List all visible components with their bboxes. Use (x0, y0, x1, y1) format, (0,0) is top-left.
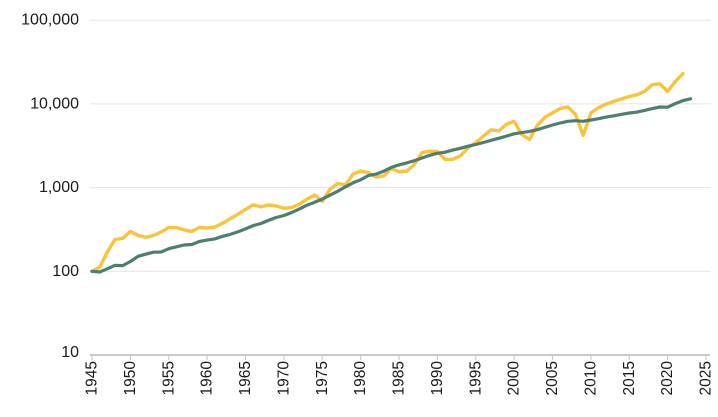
x-axis-tick-label: 1960 (199, 361, 216, 396)
x-axis-tick-label: 1965 (237, 361, 254, 395)
x-axis-tick-label: 1990 (429, 361, 446, 396)
x-axis-tick-label: 1970 (275, 361, 292, 396)
x-axis-tick-label: 1945 (84, 361, 101, 395)
x-axis-tick-label: 2025 (698, 361, 715, 395)
x-axis-tick-label: 2020 (659, 361, 676, 396)
x-axis-tick-label: 2005 (544, 361, 561, 395)
y-axis-tick-label: 10 (61, 344, 79, 361)
y-axis-tick-label: 100,000 (21, 12, 79, 29)
x-axis-tick-label: 1985 (391, 361, 408, 395)
x-axis-tick-label: 2010 (582, 361, 599, 396)
x-axis-tick-label: 2000 (506, 361, 523, 396)
y-axis-tick-label: 100 (52, 263, 79, 280)
x-axis-tick-label: 1995 (467, 361, 484, 395)
y-axis-tick-label: 10,000 (30, 95, 79, 112)
y-axis-tick-label: 1,000 (39, 179, 79, 196)
smooth-teal-series (90, 97, 693, 274)
volatile-yellow-series (90, 71, 685, 273)
x-axis-tick-label: 1950 (122, 361, 139, 396)
x-axis-tick-label: 1975 (314, 361, 331, 395)
x-axis-tick-label: 1955 (160, 361, 177, 395)
x-axis-tick-label: 1980 (352, 361, 369, 396)
x-axis-tick-label: 2015 (621, 361, 638, 395)
